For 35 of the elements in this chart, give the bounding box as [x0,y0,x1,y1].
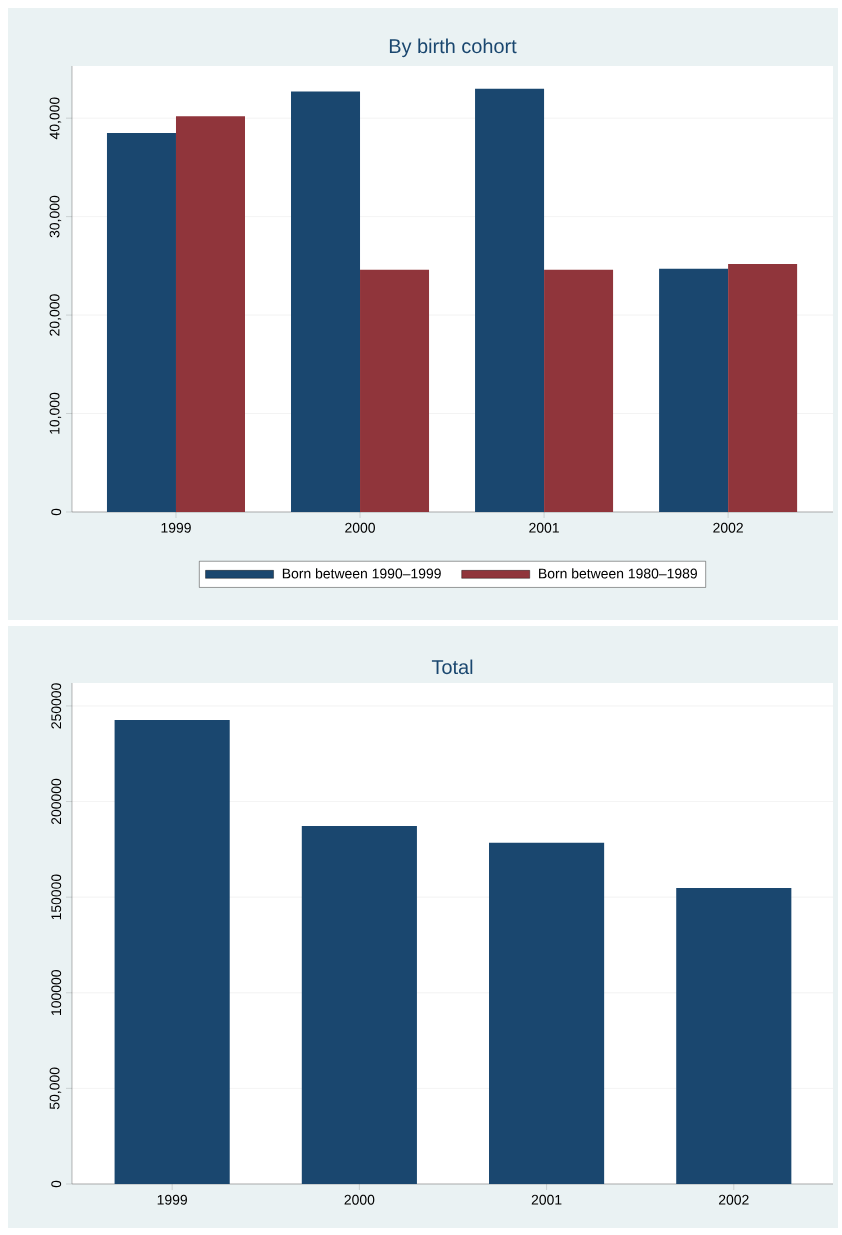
bar [728,263,798,512]
x-tick-label: 2001 [531,1194,562,1205]
bar [360,269,430,512]
legend-label: Born between 1990–1999 [282,568,441,579]
y-tick-label: 50,000 [49,1067,62,1110]
y-tick-label: 250000 [51,683,62,729]
y-tick-label: 40,000 [49,97,62,140]
x-tick-label: 2001 [529,522,559,533]
bar [291,91,361,512]
legend-label: Born between 1980–1989 [539,568,697,579]
bar [489,842,605,1184]
bar [676,887,792,1184]
x-tick-label: 1999 [161,522,191,533]
x-tick-label: 2000 [345,522,375,533]
bar [475,88,545,512]
x-tick-label: 2000 [344,1194,375,1205]
bar [544,269,614,512]
chart-title: Total [431,659,473,675]
bar [301,826,417,1184]
y-tick-label: 0 [51,508,62,516]
bar [175,116,245,512]
bar [106,132,176,512]
x-tick-label: 1999 [157,1194,187,1205]
chart-title: By birth cohort [389,38,517,58]
bar [114,719,230,1184]
bar [659,268,729,512]
y-tick-label: 30,000 [49,195,62,238]
y-tick-label: 150000 [51,874,62,920]
y-tick-label: 200000 [51,778,62,825]
y-tick-label: 20,000 [49,294,62,336]
y-tick-label: 100000 [51,970,62,1015]
y-tick-label: 0 [51,1180,62,1188]
x-tick-label: 2002 [713,522,743,533]
y-tick-label: 10,000 [49,392,62,434]
x-tick-label: 2002 [718,1194,749,1205]
